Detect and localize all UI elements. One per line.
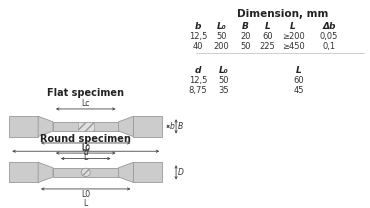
Text: d: d: [83, 148, 88, 157]
Text: Flat specimen: Flat specimen: [47, 88, 124, 98]
Text: 8,75: 8,75: [189, 86, 207, 95]
Text: Lc: Lc: [81, 99, 90, 108]
Text: 60: 60: [294, 76, 305, 85]
Text: L₀: L₀: [217, 22, 226, 31]
Bar: [9, 116, 38, 136]
Bar: [53, 122, 118, 131]
Bar: [134, 116, 162, 136]
Text: b: b: [195, 22, 201, 31]
Text: L⁣: L⁣: [296, 66, 302, 75]
Bar: [134, 162, 162, 182]
Text: Δb: Δb: [322, 22, 336, 31]
Bar: [53, 168, 118, 177]
Text: Round specimen: Round specimen: [40, 134, 131, 144]
Polygon shape: [38, 116, 53, 136]
Text: L: L: [84, 199, 88, 208]
Text: 0,1: 0,1: [322, 42, 336, 51]
Bar: [9, 162, 38, 182]
Text: 20: 20: [240, 32, 251, 41]
Text: L: L: [290, 22, 296, 31]
Text: Dimension, mm: Dimension, mm: [236, 9, 328, 19]
Text: Lc: Lc: [81, 143, 90, 152]
Circle shape: [81, 168, 90, 177]
Text: 50: 50: [218, 76, 229, 85]
Text: L0: L0: [81, 190, 90, 199]
Polygon shape: [38, 162, 53, 182]
Text: 12,5: 12,5: [189, 32, 207, 41]
Text: ≥200: ≥200: [282, 32, 305, 41]
Text: 50: 50: [240, 42, 251, 51]
Text: B: B: [242, 22, 249, 31]
Text: 50: 50: [216, 32, 227, 41]
Bar: [78, 122, 94, 131]
Polygon shape: [118, 116, 134, 136]
Text: 225: 225: [259, 42, 275, 51]
Text: 200: 200: [214, 42, 230, 51]
Text: B: B: [178, 122, 183, 131]
Text: L: L: [84, 153, 88, 162]
Text: 35: 35: [218, 86, 229, 95]
Text: 40: 40: [193, 42, 203, 51]
Text: L₀: L₀: [219, 66, 229, 75]
Text: ≥450: ≥450: [282, 42, 305, 51]
Text: L⁣: L⁣: [265, 22, 270, 31]
Text: 45: 45: [294, 86, 305, 95]
Text: 0,05: 0,05: [320, 32, 338, 41]
Polygon shape: [118, 162, 134, 182]
Text: b: b: [170, 122, 175, 131]
Text: 12,5: 12,5: [189, 76, 207, 85]
Text: L0: L0: [81, 144, 90, 153]
Text: 60: 60: [262, 32, 273, 41]
Text: d: d: [195, 66, 201, 75]
Text: D: D: [178, 168, 184, 177]
